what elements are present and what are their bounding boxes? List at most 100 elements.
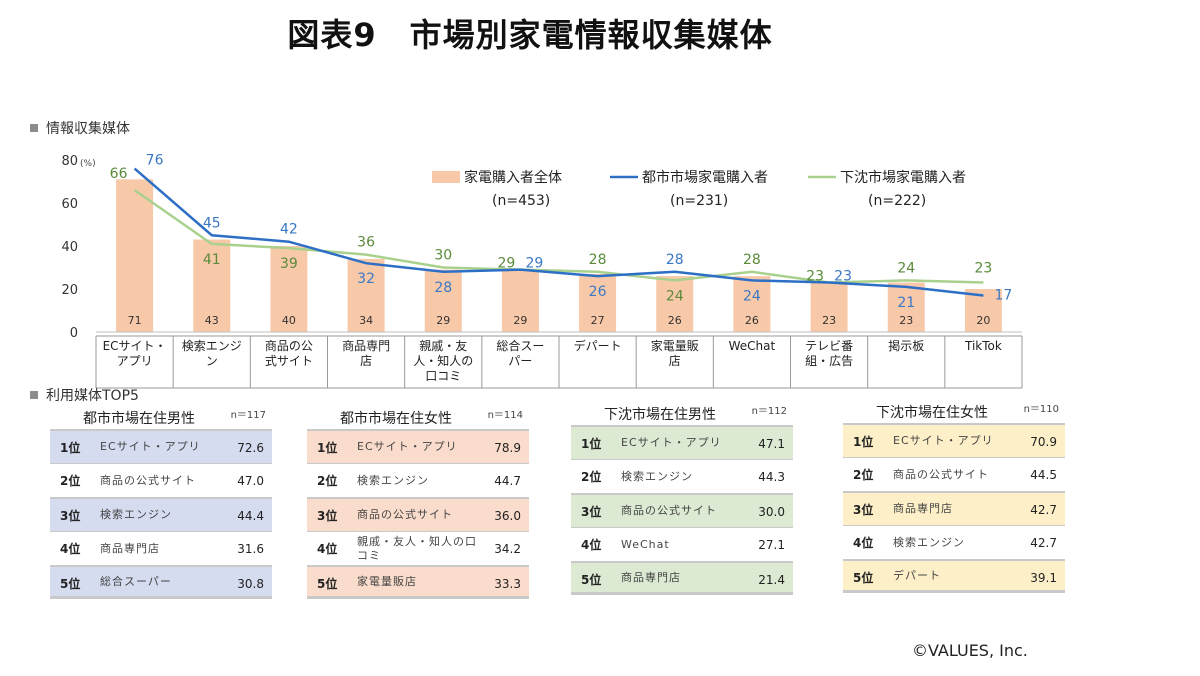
table-rank: 4位	[60, 542, 81, 556]
table-rank: 5位	[60, 577, 81, 591]
top5-table-sample-size: n＝117	[230, 410, 266, 421]
category-label: 掲示板	[888, 338, 924, 353]
bar-value-label: 71	[128, 314, 142, 327]
urban-value-label: 42	[280, 222, 298, 238]
table-row: 3位 商品専門店 42.7	[843, 491, 1065, 525]
table-rank: 1位	[853, 435, 874, 449]
rural-value-label: 23	[806, 269, 824, 285]
rural-value-label: 28	[743, 252, 761, 268]
table-item: 総合スーパー	[100, 574, 172, 588]
table-value: 44.3	[758, 470, 785, 484]
y-tick-label: 80	[61, 154, 78, 169]
table-row: 3位 検索エンジン 44.4	[50, 497, 272, 531]
category-label: 親戚・友	[419, 339, 467, 353]
category-label: 総合スー	[496, 338, 544, 353]
table-item: 商品専門店	[621, 570, 681, 584]
table-item: 商品の公式サイト	[357, 508, 453, 521]
top5-table-header: 都市市場在住女性 n＝114	[307, 405, 529, 429]
legend-swatch-bar	[432, 171, 460, 183]
table-item: 家電量販店	[357, 574, 417, 588]
table-row: 1位 ECサイト・アプリ 78.9	[307, 429, 529, 463]
bullet-square-icon	[30, 391, 38, 399]
table-rank: 1位	[581, 437, 602, 451]
bar-all-buyers	[733, 276, 771, 332]
category-label: ECサイト・	[103, 339, 167, 353]
legend-series-n: (n=231)	[670, 193, 728, 209]
bar-value-label: 29	[513, 314, 527, 327]
urban-value-label: 26	[589, 284, 607, 300]
bar-value-label: 40	[282, 314, 296, 327]
table-value: 33.3	[494, 577, 521, 591]
bar-all-buyers	[424, 269, 462, 332]
table-item: 商品の公式サイト	[621, 504, 717, 517]
line-urban-buyers	[133, 167, 984, 297]
top5-table-title: 都市市場在住女性	[340, 411, 452, 427]
table-rank: 2位	[853, 468, 874, 482]
table-row: 5位 商品専門店 21.4	[571, 561, 793, 595]
table-value: 34.2	[494, 542, 521, 556]
top5-table: 下沈市場在住男性 n＝112 1位 ECサイト・アプリ 47.1 2位 検索エンジン 44.3…	[571, 401, 793, 595]
y-tick-label: 40	[61, 240, 78, 255]
table-value: 72.6	[237, 441, 264, 455]
table-item: 商品専門店	[893, 502, 953, 515]
table-value: 44.5	[1030, 468, 1057, 482]
category-label: 検索エンジ	[182, 339, 242, 353]
bar-all-buyers	[579, 273, 617, 332]
legend-series-name: 家電購入者全体	[464, 169, 562, 186]
table-rank: 3位	[853, 503, 874, 517]
legend-series-name: 下沈市場家電購入者	[840, 169, 966, 186]
bar-all-buyers	[656, 276, 694, 332]
rural-value-label: 24	[666, 288, 684, 304]
rural-value-label: 30	[434, 248, 452, 264]
line-rural-buyers	[133, 189, 984, 284]
table-row: 1位 ECサイト・アプリ 72.6	[50, 429, 272, 463]
table-rank: 1位	[60, 441, 81, 455]
table-row: 5位 デパート 39.1	[843, 559, 1065, 593]
bar-value-label: 43	[205, 314, 219, 327]
table-value: 42.7	[1030, 536, 1057, 550]
table-item: 商品の公式サイト	[100, 473, 196, 487]
copyright-credit: ©VALUES, Inc.	[912, 641, 1028, 660]
table-rank: 1位	[317, 441, 338, 455]
table-rank: 4位	[581, 538, 602, 552]
urban-value-label: 29	[526, 256, 544, 272]
top5-table: 下沈市場在住女性 n＝110 1位 ECサイト・アプリ 70.9 2位 商品の公式サイト 44…	[843, 399, 1065, 593]
rural-value-label: 41	[203, 252, 221, 268]
table-value: 78.9	[494, 441, 521, 455]
category-label: 店	[669, 354, 681, 368]
legend-series-n: (n=222)	[868, 193, 926, 209]
category-label: 口コミ	[425, 369, 461, 383]
bar-value-label: 26	[745, 314, 759, 327]
category-label: 式サイト	[265, 354, 313, 368]
table-item: ECサイト・アプリ	[893, 434, 994, 447]
bar-all-buyers	[964, 289, 1002, 332]
table-row: 4位 商品専門店 31.6	[50, 531, 272, 565]
table-rank: 5位	[581, 573, 602, 587]
y-unit-label: (%)	[80, 159, 96, 169]
bar-value-label: 29	[436, 314, 450, 327]
table-value: 36.0	[494, 509, 521, 523]
page-title: 図表9 市場別家電情報収集媒体	[287, 16, 773, 54]
category-label: TikTok	[964, 339, 1002, 353]
rural-value-label: 29	[498, 256, 516, 272]
table-rank: 5位	[853, 571, 874, 585]
table-value: 70.9	[1030, 435, 1057, 449]
urban-value-label: 24	[743, 288, 761, 304]
table-item: ECサイト・アプリ	[357, 440, 458, 453]
category-label: テレビ番	[805, 339, 853, 353]
table-item: 検索エンジン	[100, 508, 172, 521]
top5-table-header: 都市市場在住男性 n＝117	[50, 405, 272, 429]
urban-value-label: 28	[666, 252, 684, 268]
table-item: 親戚・友人・知人の口コミ	[357, 534, 477, 562]
table-value: 47.0	[237, 474, 264, 488]
category-label: 商品専門	[342, 338, 390, 353]
section-label-media: 情報収集媒体	[30, 118, 130, 138]
bar-all-buyers	[887, 282, 925, 332]
y-tick-label: 20	[61, 283, 78, 298]
table-value: 21.4	[758, 573, 785, 587]
category-label: ン	[206, 354, 218, 368]
category-label: 商品の公	[265, 338, 313, 353]
category-label: パー	[508, 354, 532, 368]
top5-table-sample-size: n＝114	[487, 410, 523, 421]
